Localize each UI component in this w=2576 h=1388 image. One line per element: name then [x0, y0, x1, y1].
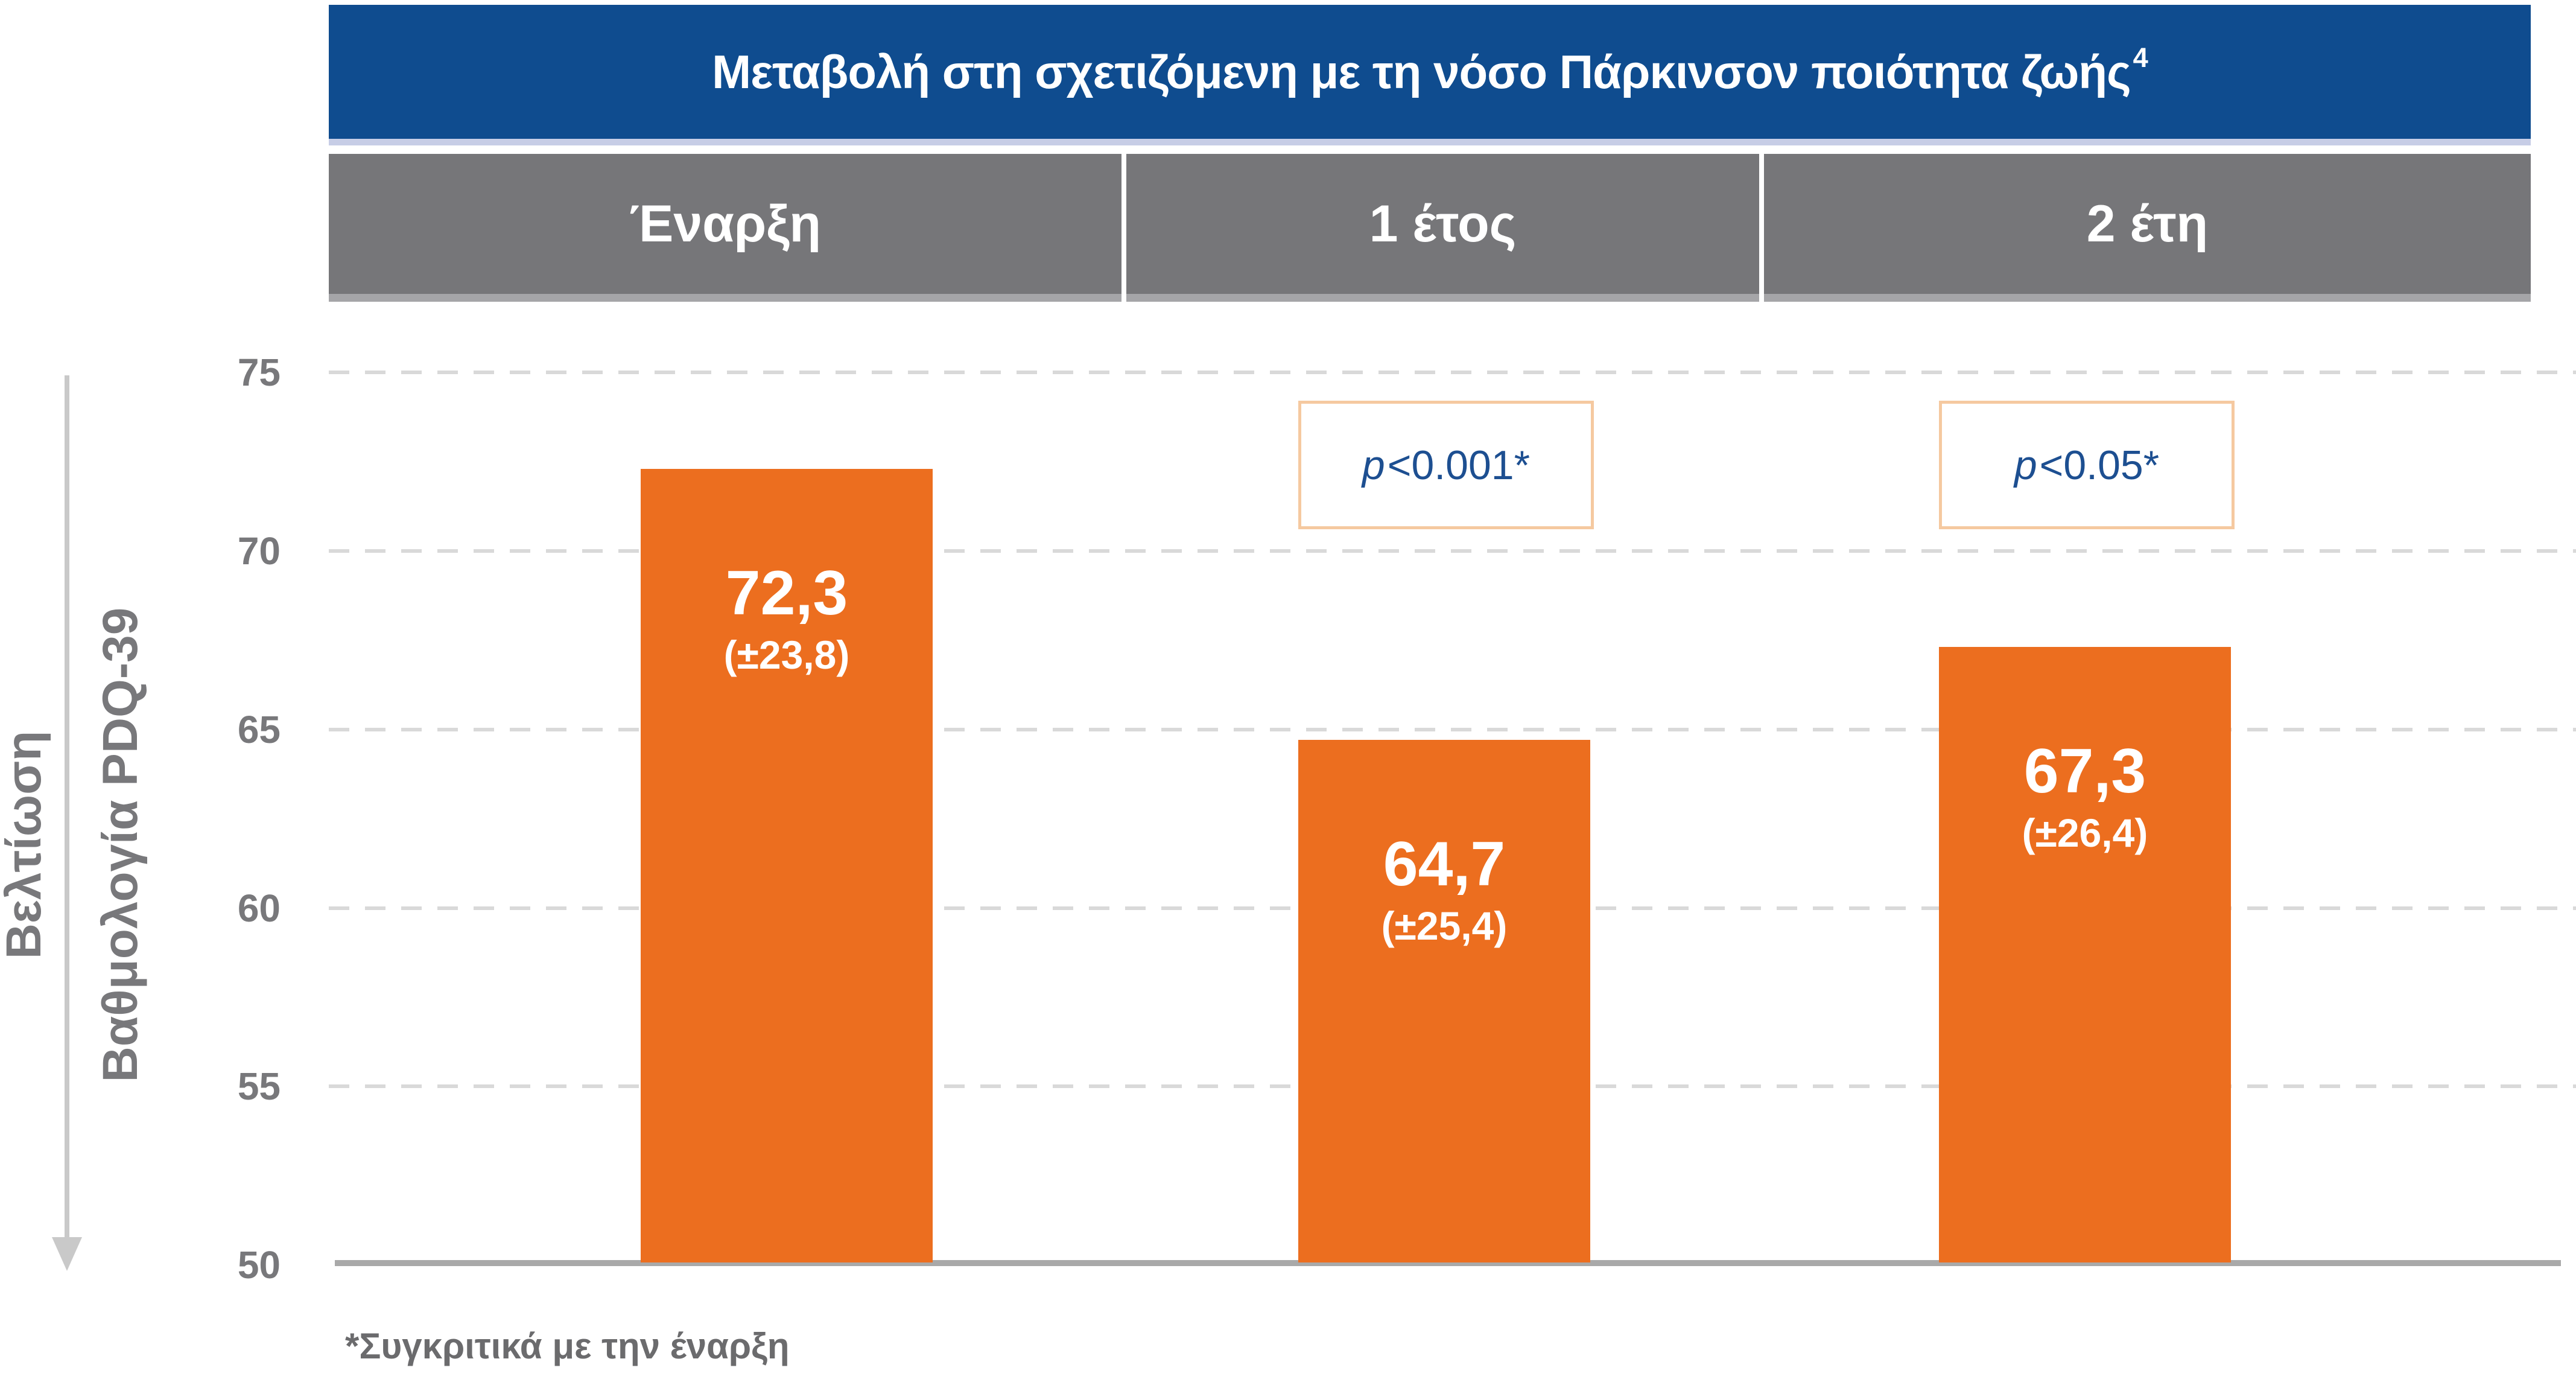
bar-1-year-value: 64,7	[1383, 829, 1506, 899]
y-axis-score-label: Βαθμολογία PDQ-39	[93, 607, 148, 1083]
column-header-baseline: Έναρξη	[329, 154, 1121, 302]
p-value-1: <0.001*	[1387, 442, 1531, 488]
ytick-65: 65	[237, 708, 281, 751]
improvement-arrow-down-icon	[52, 1237, 82, 1271]
bar-baseline-label: 72,3 (±23,8)	[641, 559, 933, 683]
ytick-70: 70	[237, 529, 281, 573]
gridline-70	[329, 549, 2576, 553]
bar-1-year-label: 64,7 (±25,4)	[1298, 830, 1590, 953]
ytick-50: 50	[237, 1243, 281, 1287]
p-italic-1: p	[1362, 442, 1385, 488]
bar-2-years-label: 67,3 (±26,4)	[1939, 737, 2231, 861]
column-header-1-year: 1 έτος	[1126, 154, 1759, 302]
column-header-baseline-label: Έναρξη	[629, 194, 822, 253]
title-reference-superscript: 4	[2133, 42, 2148, 74]
bar-2-years: 67,3 (±26,4)	[1939, 647, 2231, 1262]
bar-1-year-sd: (±25,4)	[1381, 903, 1508, 948]
bar-baseline-value: 72,3	[725, 558, 848, 628]
gridline-65	[329, 728, 2576, 731]
column-header-1-year-label: 1 έτος	[1369, 194, 1517, 253]
p-value-box-1-year: p <0.001*	[1298, 401, 1594, 529]
ytick-60: 60	[237, 887, 281, 930]
p-italic-2: p	[2014, 442, 2037, 488]
bar-baseline: 72,3 (±23,8)	[641, 469, 933, 1262]
bar-baseline-sd: (±23,8)	[723, 632, 850, 677]
timepoint-header-band: Έναρξη 1 έτος 2 έτη	[329, 154, 2531, 302]
column-header-2-years: 2 έτη	[1764, 154, 2531, 302]
chart-title-bar: Μεταβολή στη σχετιζόμενη με τη νόσο Πάρκ…	[329, 5, 2531, 145]
column-header-2-years-label: 2 έτη	[2086, 194, 2209, 253]
bar-1-year: 64,7 (±25,4)	[1298, 740, 1590, 1262]
p-value-2: <0.05*	[2039, 442, 2160, 488]
footnote: *Συγκριτικά με την έναρξη	[345, 1326, 790, 1366]
ytick-75: 75	[237, 351, 281, 394]
y-axis-improvement-label: Βελτίωση	[0, 730, 51, 960]
gridline-75	[329, 371, 2576, 374]
ytick-55: 55	[237, 1065, 281, 1108]
bar-2-years-sd: (±26,4)	[2022, 810, 2148, 855]
p-value-box-2-years: p <0.05*	[1939, 401, 2235, 529]
x-axis-baseline	[335, 1260, 2561, 1266]
bar-2-years-value: 67,3	[2023, 736, 2146, 806]
chart-title: Μεταβολή στη σχετιζόμενη με τη νόσο Πάρκ…	[712, 45, 2131, 98]
improvement-arrow-line	[65, 375, 69, 1238]
